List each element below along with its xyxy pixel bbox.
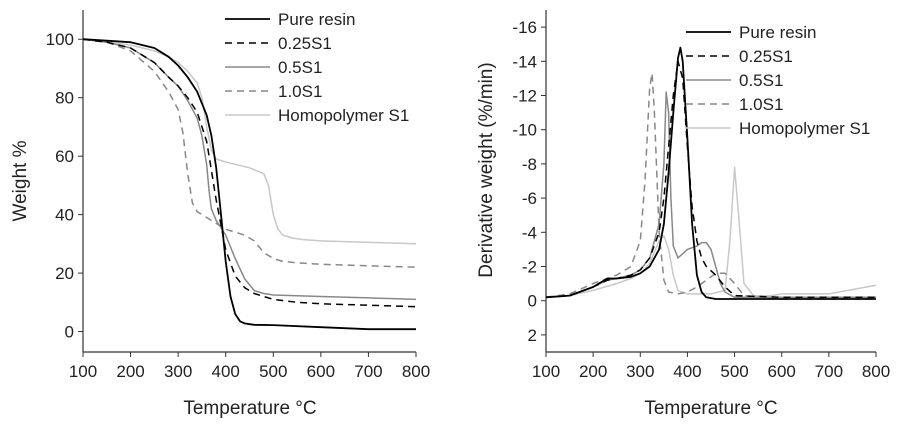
series-line-0-25s1 xyxy=(545,60,876,299)
y-tick-label: -6 xyxy=(522,189,537,208)
y-tick-label: -8 xyxy=(522,155,537,174)
x-tick-label: 600 xyxy=(768,362,796,381)
x-tick-label: 300 xyxy=(164,362,192,381)
x-tick-label: 300 xyxy=(626,362,654,381)
legend-entry: 0.25S1 xyxy=(739,47,793,66)
legend-entry: Pure resin xyxy=(278,10,355,29)
series-line-pure-resin xyxy=(82,38,416,331)
y-tick-label: -4 xyxy=(522,223,537,242)
y-axis-label: Derivative weight (%/min) xyxy=(476,62,497,277)
x-tick-label: 800 xyxy=(402,362,430,381)
legend-entry: 0.5S1 xyxy=(739,71,783,90)
series-line-1-0s1 xyxy=(82,38,417,268)
series-line-homopolymer-s1 xyxy=(545,166,877,299)
legend-entry: 0.25S1 xyxy=(278,34,332,53)
y-tick-label: -16 xyxy=(512,18,537,37)
x-tick-label: 400 xyxy=(212,362,240,381)
chart-panel-2: 100 200 300 400 500 600 700 800 -16 -14 -12 -10 -8 -6… xyxy=(476,10,890,419)
x-tick-label: 800 xyxy=(862,362,890,381)
series-line-pure-resin xyxy=(545,46,876,300)
y-tick-label: 20 xyxy=(55,264,74,283)
y-tick-label: 0 xyxy=(65,323,74,342)
y-tick-label: 60 xyxy=(55,147,74,166)
y-tick-label: 0 xyxy=(528,292,537,311)
series-line-0-25s1 xyxy=(82,38,417,308)
x-tick-label: 700 xyxy=(354,362,382,381)
legend: Pure resin 0.25S1 0.5S1 1.0S1 Homopolymer S1 xyxy=(225,10,409,125)
y-tick-label: 100 xyxy=(46,30,74,49)
x-tick-label: 100 xyxy=(69,362,97,381)
legend: Pure resin 0.25S1 0.5S1 1.0S1 Homopolymer S1 xyxy=(686,23,870,138)
x-tick-label: 100 xyxy=(532,362,560,381)
x-tick-label: 500 xyxy=(259,362,287,381)
legend-entry: 1.0S1 xyxy=(278,82,322,101)
y-axis-label: Weight % xyxy=(10,140,31,221)
y-tick-label: 80 xyxy=(55,89,74,108)
x-axis-label: Temperature °C xyxy=(644,398,777,419)
y-tick-label: -12 xyxy=(512,87,537,106)
legend-entry: 0.5S1 xyxy=(278,58,322,77)
legend-entry: Homopolymer S1 xyxy=(278,106,409,125)
x-tick-label: 600 xyxy=(307,362,335,381)
series-line-0-5s1 xyxy=(82,38,417,301)
x-tick-label: 200 xyxy=(579,362,607,381)
chart-panel-1: 100 200 300 400 500 600 700 800 0 20 40 60 80 100 Temp… xyxy=(10,10,430,419)
y-tick-label: -2 xyxy=(522,258,537,277)
y-tick-label: 2 xyxy=(528,326,537,345)
y-tick-label: -10 xyxy=(512,121,537,140)
series-line-1-0s1 xyxy=(545,72,876,300)
legend-entry: Homopolymer S1 xyxy=(739,119,870,138)
y-tick-label: 40 xyxy=(55,206,74,225)
x-tick-label: 700 xyxy=(815,362,843,381)
x-tick-label: 400 xyxy=(673,362,701,381)
x-axis-label: Temperature °C xyxy=(183,398,316,419)
x-tick-label: 500 xyxy=(720,362,748,381)
x-tick-label: 200 xyxy=(116,362,144,381)
series-line-homopolymer-s1 xyxy=(82,38,417,245)
legend-entry: Pure resin xyxy=(739,23,816,42)
legend-entry: 1.0S1 xyxy=(739,95,783,114)
y-tick-label: -14 xyxy=(512,52,537,71)
